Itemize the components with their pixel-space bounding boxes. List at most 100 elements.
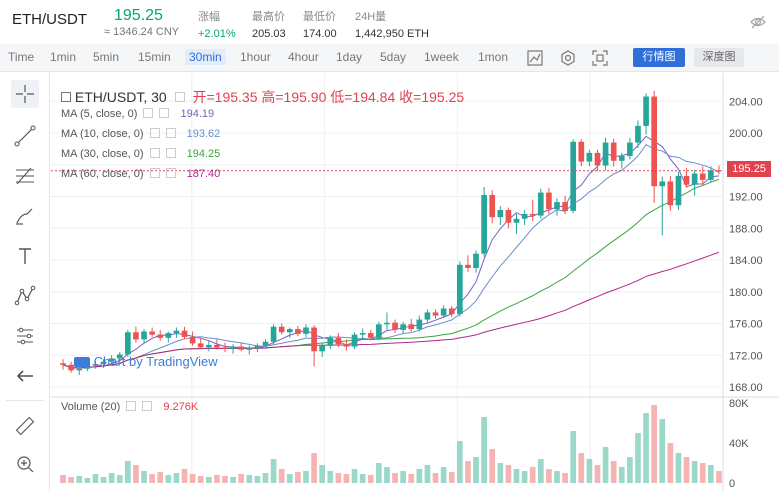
ma-label: MA (10, close, 0) [61,128,144,140]
tab-time[interactable]: Time [8,50,35,64]
crosshair-icon[interactable] [11,80,39,108]
pattern-icon[interactable] [11,282,39,310]
candle-body [270,326,277,342]
candle-body [456,264,463,315]
tab-5day[interactable]: 5day [380,50,407,64]
stat-value: +2.01% [198,28,236,40]
volume-bar [173,473,180,483]
volume-bar [627,457,633,483]
candle-body [141,331,147,340]
volume-value: 9.276K [163,401,199,413]
candle-body [60,363,66,365]
stat-high: 最高价 205.03 [252,8,286,40]
volume-bar [367,475,374,483]
volume-bar [667,443,674,483]
tab-1week[interactable]: 1week [424,50,459,64]
volume-bar [92,474,99,483]
volume-bar [562,473,568,483]
settings-icon[interactable] [149,168,160,178]
candle-body [359,333,366,335]
volume-bar [222,476,228,483]
candle-body [92,364,99,366]
trendline-icon[interactable] [11,122,39,150]
text-icon[interactable] [11,242,39,270]
stat-change: 涨幅 +2.01% [198,8,236,40]
candle-body [351,334,358,347]
close-icon[interactable] [165,168,176,178]
candle-body [246,348,253,350]
ruler-icon[interactable] [11,412,39,440]
close-icon[interactable] [159,108,170,118]
candle-body [570,141,577,211]
tab-30min[interactable]: 30min [185,49,226,65]
settings-icon[interactable] [149,148,160,158]
candle-body [546,192,552,210]
candle-body [124,332,131,355]
candle-body [537,192,544,216]
symbol-title: ETH/USDT, 30 [74,89,167,105]
tab-1mon[interactable]: 1mon [478,50,509,64]
fullscreen-icon[interactable] [591,49,609,67]
volume-bar [521,471,528,483]
candle-body [554,202,560,210]
candle-body [189,337,196,344]
collapse-icon[interactable] [61,92,71,102]
candle-body [214,344,220,348]
ma-label: MA (60, close, 0) [61,168,144,180]
volume-bar [643,413,649,483]
y-tick-label: 200.00 [729,128,763,140]
close-icon[interactable] [165,148,176,158]
tradingview-watermark[interactable]: Chart by TradingView [74,354,218,369]
tab-4hour[interactable]: 4hour [288,50,319,64]
hide-eye-icon[interactable] [749,13,767,31]
candle-body [165,333,172,338]
volume-bar [343,474,350,483]
ma60-line [62,251,720,369]
volume-bar [699,463,706,483]
y-tick-label: 184.00 [729,255,763,267]
close-icon[interactable] [142,401,153,411]
candle-body [683,175,690,185]
settings-icon[interactable] [174,92,185,102]
ma-value: 194.25 [186,148,221,160]
watermark-text: Chart by TradingView [93,354,218,369]
depth-view-button[interactable]: 深度图 [694,48,744,67]
stat-label: 24H量 [355,11,387,23]
settings-icon[interactable] [126,401,137,411]
tab-1min[interactable]: 1min [50,50,77,64]
candle-body [278,326,285,333]
candle-body [335,337,342,345]
volume-bar [554,471,560,483]
settings-icon[interactable] [143,108,154,118]
last-price-label: 195.25 [727,161,771,177]
candle-body [133,332,139,340]
close-icon[interactable] [165,128,176,138]
candle-body [100,361,107,365]
ma-row: MA (60, close, 0) 187.40 [61,168,220,180]
settings-icon[interactable] [559,49,577,67]
candle-body [262,341,269,346]
tab-5min[interactable]: 5min [93,50,120,64]
candle-body [610,142,617,161]
arrow-left-icon[interactable] [11,362,39,390]
indicators-icon[interactable] [526,49,544,67]
volume-bar [189,474,196,483]
prediction-icon[interactable] [11,322,39,350]
candle-body [473,253,479,268]
candle-body [181,330,188,338]
brush-icon[interactable] [11,202,39,230]
kline-view-button[interactable]: 行情图 [633,48,685,67]
tab-15min[interactable]: 15min [138,50,171,64]
zoom-icon[interactable] [11,450,39,478]
settings-icon[interactable] [149,128,160,138]
volume-bar [335,473,342,483]
tab-1day[interactable]: 1day [336,50,363,64]
fib-icon[interactable] [11,162,39,190]
candle-body [448,308,455,315]
candle-body [691,173,698,185]
candle-body [651,96,658,187]
volume-bar [319,465,326,483]
volume-bar [60,475,66,483]
tab-1hour[interactable]: 1hour [240,50,271,64]
candle-body [222,347,228,349]
